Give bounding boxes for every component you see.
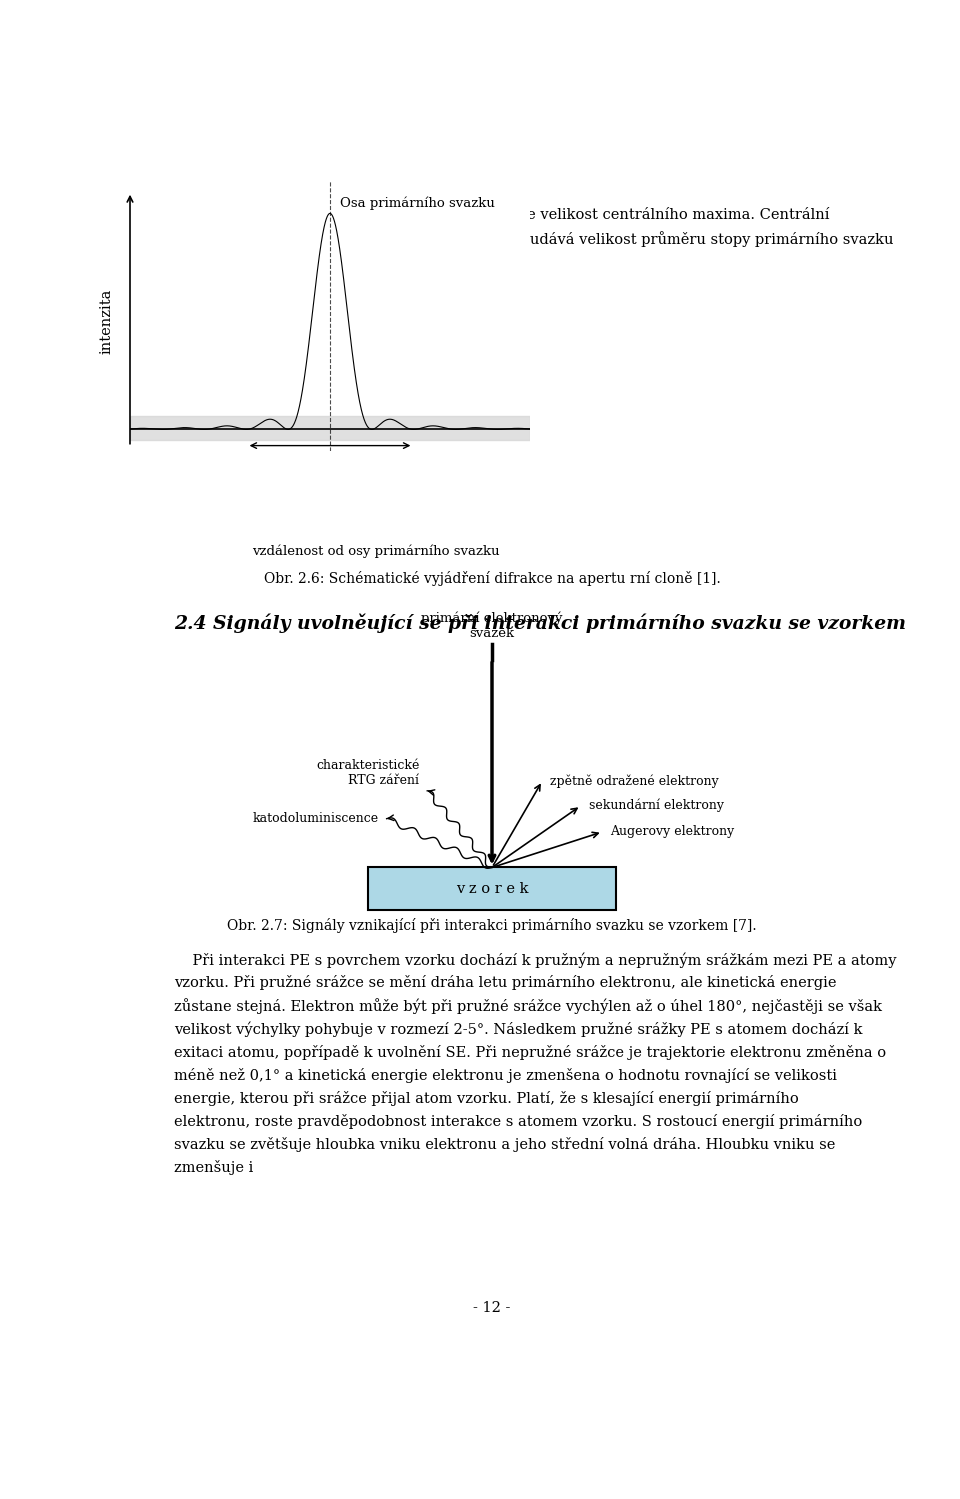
Text: vzorku. Při pružné srážce se mění dráha letu primárního elektronu, ale kinetická: vzorku. Při pružné srážce se mění dráha …: [175, 976, 837, 991]
Text: - 12 -: - 12 -: [473, 1301, 511, 1315]
Text: Osa primárního svazku: Osa primárního svazku: [340, 196, 494, 210]
Text: maximum utvářející se na poslední cloně přímo udává velikost průměru stopy primá: maximum utvářející se na poslední cloně …: [175, 231, 894, 247]
Text: svazku se zvětšuje hloubka vniku elektronu a jeho střední volná dráha. Hloubku v: svazku se zvětšuje hloubka vniku elektro…: [175, 1136, 835, 1153]
Text: [1], [6].: [1], [6].: [175, 256, 229, 270]
Text: energie, kterou při srážce přijal atom vzorku. Platí, že s klesající energií pri: energie, kterou při srážce přijal atom v…: [175, 1091, 799, 1106]
Text: velikost výchylky pohybuje v rozmezí 2-5°. Následkem pružné srážky PE s atomem d: velikost výchylky pohybuje v rozmezí 2-5…: [175, 1021, 863, 1037]
Text: středu (Obr. 2.6). S klesající velikostí clony roste velikost centrálního maxima: středu (Obr. 2.6). S klesající velikostí…: [175, 207, 829, 222]
Text: Obr. 2.6: Schématické vyjádření difrakce na apertu rní cloně [1].: Obr. 2.6: Schématické vyjádření difrakce…: [264, 571, 720, 586]
Text: zmenšuje i: zmenšuje i: [175, 1160, 253, 1175]
Text: exitaci atomu, popřípadě k uvolnění SE. Při nepružné srážce je trajektorie elekt: exitaci atomu, popřípadě k uvolnění SE. …: [175, 1045, 886, 1060]
Text: charakteristické
RTG záření: charakteristické RTG záření: [316, 758, 420, 787]
Text: zůstane stejná. Elektron může být při pružné srážce vychýlen až o úhel 180°, nej: zůstane stejná. Elektron může být při pr…: [175, 998, 882, 1015]
Text: vzdálenost od osy primárního svazku: vzdálenost od osy primárního svazku: [252, 544, 499, 558]
Text: elektronu, roste pravděpodobnost interakce s atomem vzorku. S rostoucí energií p: elektronu, roste pravděpodobnost interak…: [175, 1114, 862, 1129]
Text: Při interakci PE s povrchem vzorku dochází k pružným a nepružným srážkám mezi PE: Při interakci PE s povrchem vzorku dochá…: [175, 952, 897, 968]
Text: katodoluminiscence: katodoluminiscence: [252, 812, 379, 824]
Text: sekundární elektrony: sekundární elektrony: [588, 799, 724, 812]
Text: méně než 0,1° a kinetická energie elektronu je zmenšena o hodnotu rovnající se v: méně než 0,1° a kinetická energie elektr…: [175, 1067, 837, 1082]
Text: intenzita: intenzita: [100, 289, 113, 354]
Text: zpětně odražené elektrony: zpětně odražené elektrony: [550, 773, 719, 787]
Text: 2.4 Signály uvolněující se při interakci primárního svazku se vzorkem: 2.4 Signály uvolněující se při interakci…: [175, 613, 906, 633]
FancyBboxPatch shape: [368, 868, 616, 910]
Text: Augerovy elektrony: Augerovy elektrony: [611, 826, 734, 838]
Text: Obr. 2.7: Signály vznikající při interakci primárního svazku se vzorkem [7].: Obr. 2.7: Signály vznikající při interak…: [228, 917, 756, 932]
Text: v z o r e k: v z o r e k: [456, 881, 528, 896]
Bar: [130, 417, 530, 441]
Text: primární elektronový
svazek: primární elektronový svazek: [421, 612, 563, 640]
